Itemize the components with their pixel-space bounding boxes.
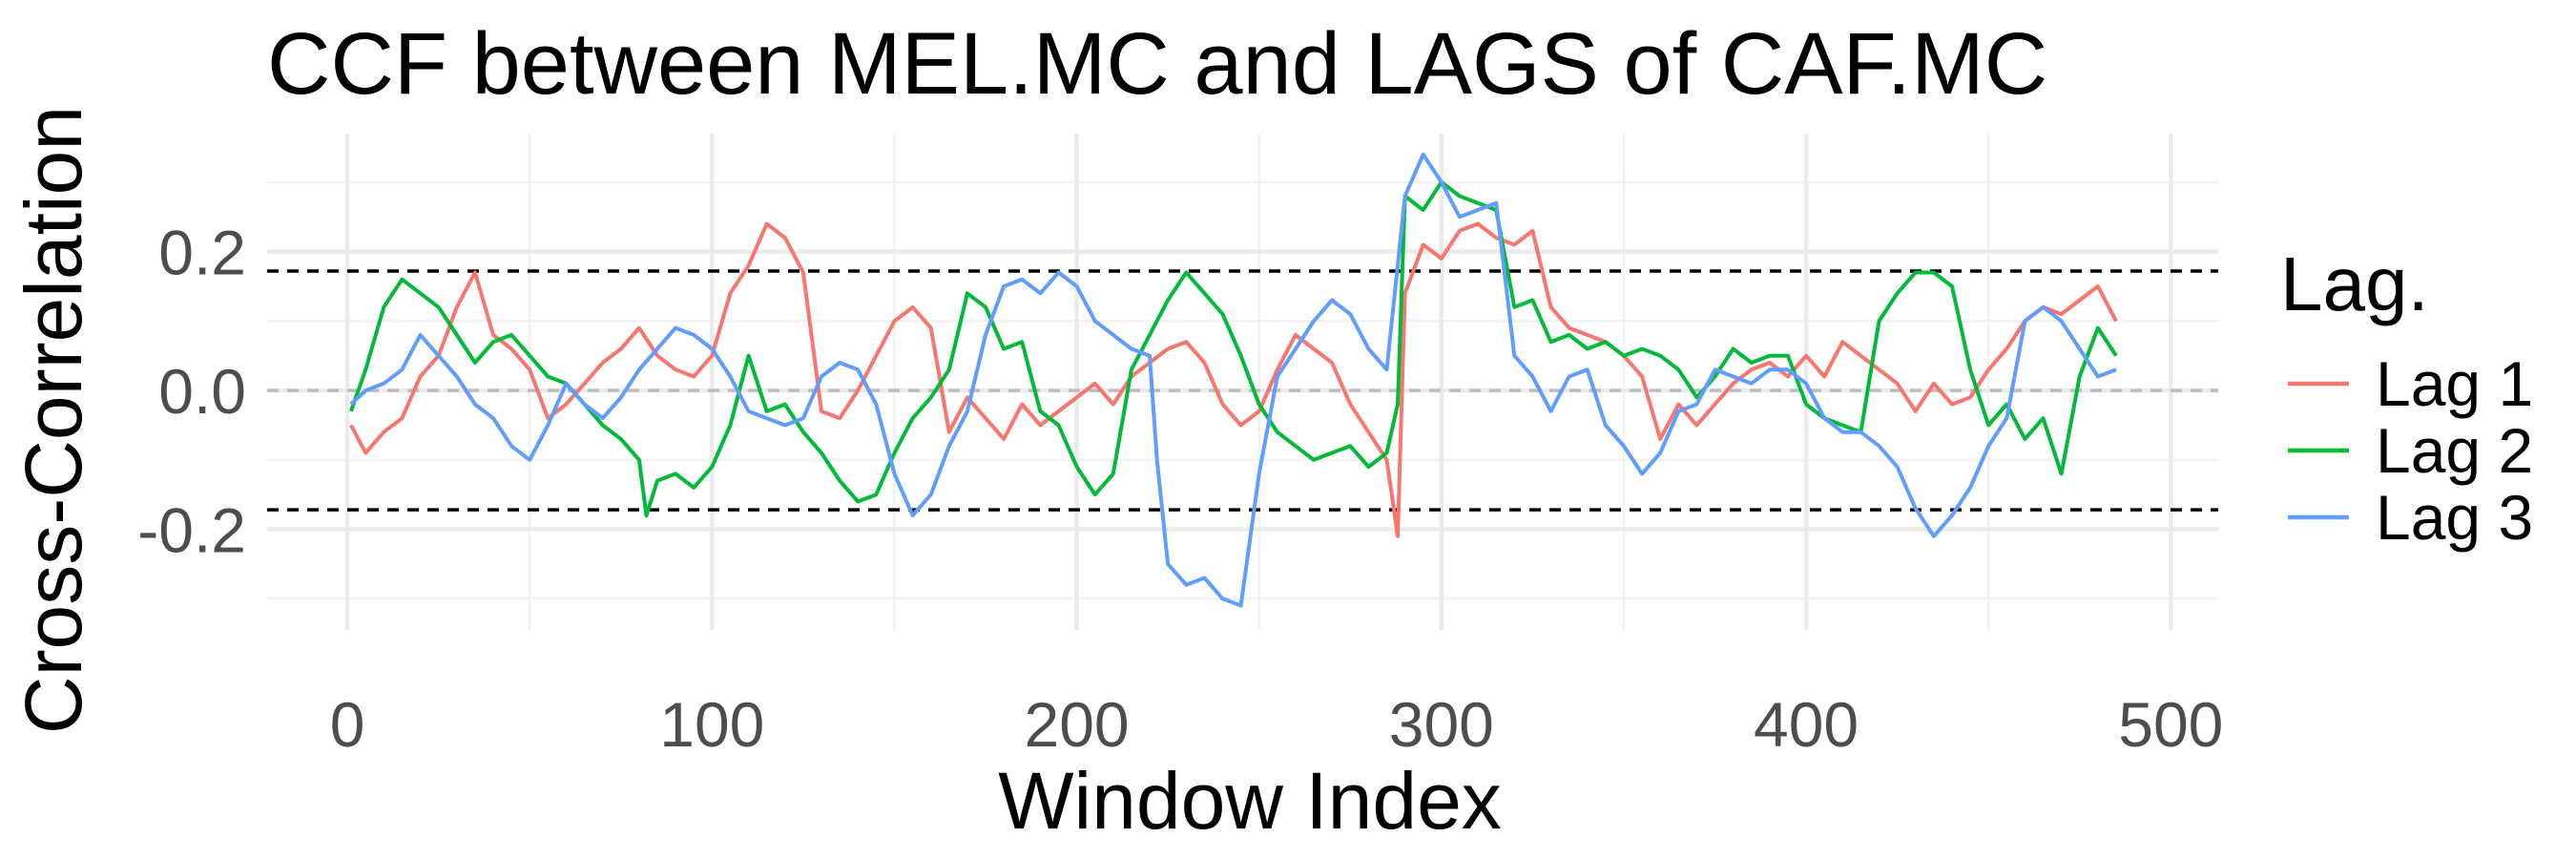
y-tick-label: 0.0	[158, 356, 246, 427]
y-axis-title: Cross-Correlation	[9, 106, 98, 734]
series-line-lag-3	[349, 152, 2117, 608]
x-tick-label: 100	[659, 689, 764, 760]
x-tick-label: 300	[1389, 689, 1494, 760]
x-tick-label: 500	[2118, 689, 2223, 760]
series-line-lag-1	[349, 221, 2118, 538]
x-axis-title: Window Index	[998, 756, 1502, 846]
legend-label: Lag 2	[2376, 415, 2533, 486]
x-tick-label: 0	[330, 689, 365, 760]
series-layer	[349, 152, 2118, 608]
legend-label: Lag 3	[2376, 482, 2533, 553]
tick-labels: 0 100 200 300 400 500 -0.2 0.0 0.2	[137, 218, 2223, 760]
legend-label: Lag 1	[2376, 348, 2533, 419]
reference-lines	[267, 269, 2218, 512]
x-tick-label: 400	[1754, 689, 1859, 760]
chart-title: CCF between MEL.MC and LAGS of CAF.MC	[267, 15, 2047, 113]
series-line-lag-2	[349, 179, 2118, 517]
x-tick-label: 200	[1025, 689, 1130, 760]
legend-title: Lag.	[2280, 241, 2429, 326]
y-tick-label: 0.2	[158, 218, 246, 288]
y-tick-label: -0.2	[137, 495, 246, 566]
